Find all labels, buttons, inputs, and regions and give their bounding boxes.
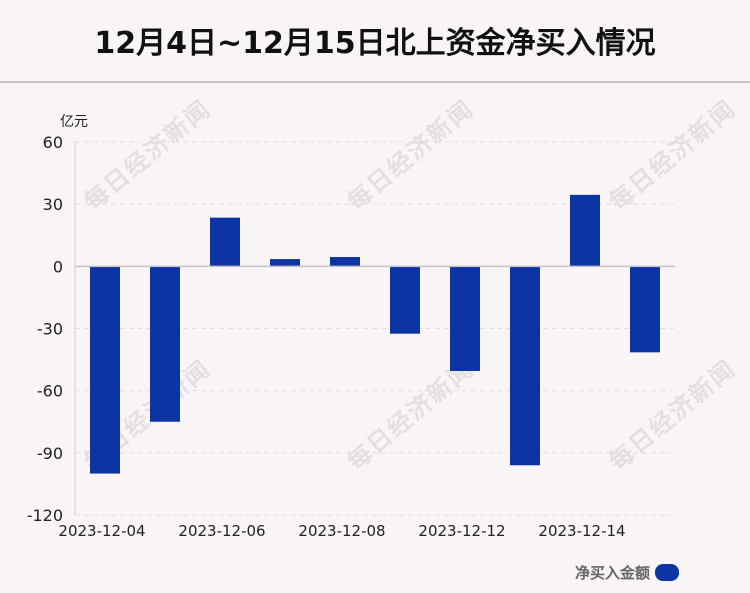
bar <box>630 266 660 353</box>
bar <box>570 194 600 267</box>
bar <box>330 257 360 267</box>
chart-title: 12月4日~12月15日北上资金净买入情况 <box>94 26 656 61</box>
bar <box>150 266 180 422</box>
bar <box>510 266 540 466</box>
bar <box>90 266 120 474</box>
x-tick-label: 2023-12-06 <box>178 522 265 540</box>
legend-label: 净买入金额 <box>575 564 651 582</box>
y-tick-label: -90 <box>37 444 63 463</box>
title-divider <box>0 81 750 83</box>
y-tick-label: -30 <box>37 320 63 339</box>
y-tick-label: 30 <box>43 195 63 214</box>
y-tick-label: 0 <box>53 257 63 276</box>
y-tick-label: 60 <box>43 133 63 152</box>
y-tick-label: -60 <box>37 382 63 401</box>
legend: 净买入金额 <box>575 562 680 583</box>
x-tick-label: 2023-12-14 <box>538 522 625 540</box>
y-tick-label: -120 <box>27 506 63 525</box>
x-tick-label: 2023-12-04 <box>58 522 145 540</box>
bar <box>210 217 240 267</box>
x-tick-label: 2023-12-08 <box>298 522 385 540</box>
x-tick-label: 2023-12-12 <box>418 522 505 540</box>
legend-swatch <box>655 564 680 581</box>
bar <box>450 266 480 371</box>
y-axis-unit-label: 亿元 <box>60 114 88 130</box>
bar <box>390 266 420 334</box>
bar <box>270 259 300 267</box>
